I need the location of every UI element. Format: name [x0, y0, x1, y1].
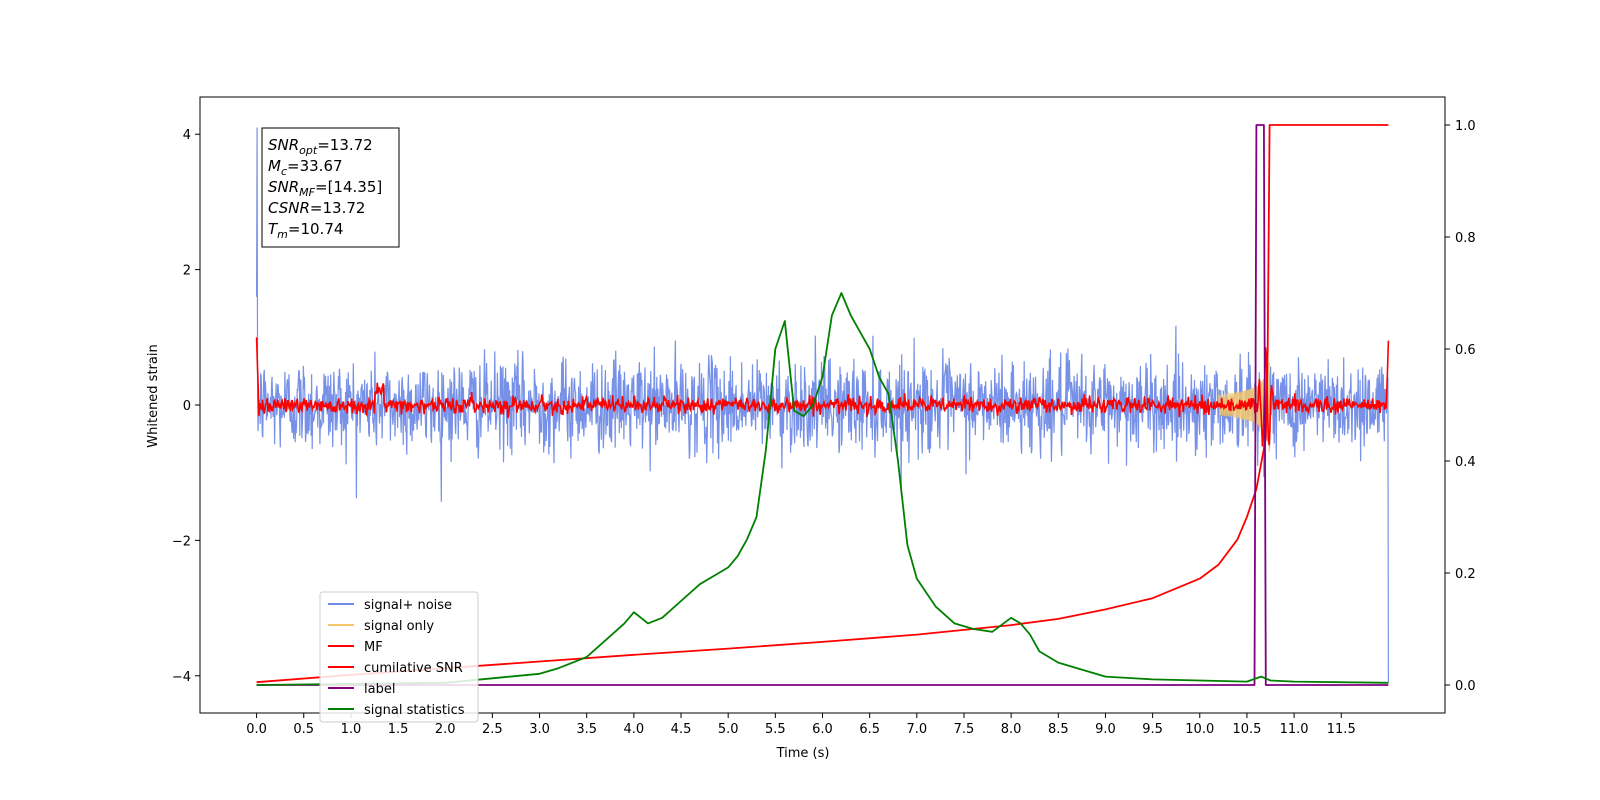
- x-tick-label: 0.5: [293, 722, 314, 737]
- legend-label: signal only: [364, 619, 434, 634]
- legend-frame: [319, 591, 479, 723]
- annotation-line: Mc=33.67: [268, 157, 343, 178]
- x-tick-label: 1.0: [341, 722, 362, 737]
- x-tick-label: 7.5: [954, 722, 975, 737]
- x-tick-label: 8.5: [1048, 722, 1069, 737]
- y2-tick-label: 0.2: [1455, 567, 1476, 582]
- x-tick-label: 9.5: [1142, 722, 1163, 737]
- x-tick-label: 2.0: [435, 722, 456, 737]
- x-tick-label: 11.5: [1327, 722, 1356, 737]
- series-signal-only-line: [1217, 361, 1271, 453]
- y-tick-label: 2: [183, 264, 191, 279]
- x-tick-label: 3.0: [529, 722, 550, 737]
- y2-tick-label: 0.0: [1455, 679, 1476, 694]
- x-tick-label: 6.5: [859, 722, 880, 737]
- legend: signal+ noise signal only MF cumilative SNR…: [319, 591, 479, 723]
- x-tick-label: 4.5: [671, 722, 692, 737]
- x-tick-label: 10.0: [1185, 722, 1214, 737]
- x-tick-label: 4.0: [624, 722, 645, 737]
- legend-label: MF: [364, 640, 383, 655]
- legend-label: signal+ noise: [364, 598, 452, 613]
- x-tick-label: 6.0: [812, 722, 833, 737]
- x-tick-label: 1.5: [388, 722, 409, 737]
- series-mf-line: [255, 337, 1390, 447]
- x-tick-label: 0.0: [246, 722, 267, 737]
- annotation-line: Tm=10.74: [268, 220, 343, 241]
- y2-tick-label: 0.4: [1455, 455, 1476, 470]
- series-cumilative-snr-line: [256, 124, 1389, 684]
- x-tick-label: 11.0: [1280, 722, 1309, 737]
- x-tick-label: 7.0: [906, 722, 927, 737]
- y-tick-label: −4: [172, 670, 191, 685]
- annotation-frame: [261, 127, 400, 248]
- x-tick-label: 5.0: [718, 722, 739, 737]
- y2-tick-label: 0.6: [1455, 343, 1476, 358]
- annotation-line: SNRopt=13.72: [268, 136, 373, 157]
- y2-axis-ticks: 1.0 0.8 0.6 0.4 0.2 0.0: [1445, 119, 1476, 694]
- series-signal-noise-line: [256, 127, 1389, 683]
- x-tick-label: 9.0: [1095, 722, 1116, 737]
- y2-tick-label: 0.8: [1455, 231, 1476, 246]
- stats-annotation-box: SNRopt=13.72Mc=33.67SNRMF=[14.35]CSNR=13…: [261, 127, 400, 248]
- x-axis-ticks: 0.0 0.5 1.0 1.5 2.0 2.5 3.0 3.5 4.0 4.5 5.0 5.5 6.0 6…: [246, 713, 1356, 737]
- plot-area: [255, 124, 1390, 686]
- series-label-line: [256, 124, 1389, 686]
- x-tick-label: 2.5: [482, 722, 503, 737]
- annotation-line: CSNR=13.72: [268, 199, 365, 217]
- x-axis-label: Time (s): [776, 746, 830, 761]
- series-signal-statistics-line: [256, 292, 1389, 686]
- x-tick-label: 5.5: [765, 722, 786, 737]
- x-tick-label: 10.5: [1232, 722, 1261, 737]
- y-tick-label: 4: [183, 128, 191, 143]
- y-axis-ticks: 4 2 0 −2 −4: [172, 128, 200, 685]
- legend-label: signal statistics: [364, 703, 465, 718]
- y-tick-label: −2: [172, 534, 191, 549]
- x-tick-label: 8.0: [1001, 722, 1022, 737]
- legend-label: cumilative SNR: [364, 661, 463, 676]
- legend-label: label: [364, 682, 395, 697]
- y-axis-label: Whitened strain: [146, 344, 161, 447]
- x-tick-label: 3.5: [576, 722, 597, 737]
- annotation-line: SNRMF=[14.35]: [268, 178, 382, 199]
- y-tick-label: 0: [183, 399, 191, 414]
- y2-tick-label: 1.0: [1455, 119, 1476, 134]
